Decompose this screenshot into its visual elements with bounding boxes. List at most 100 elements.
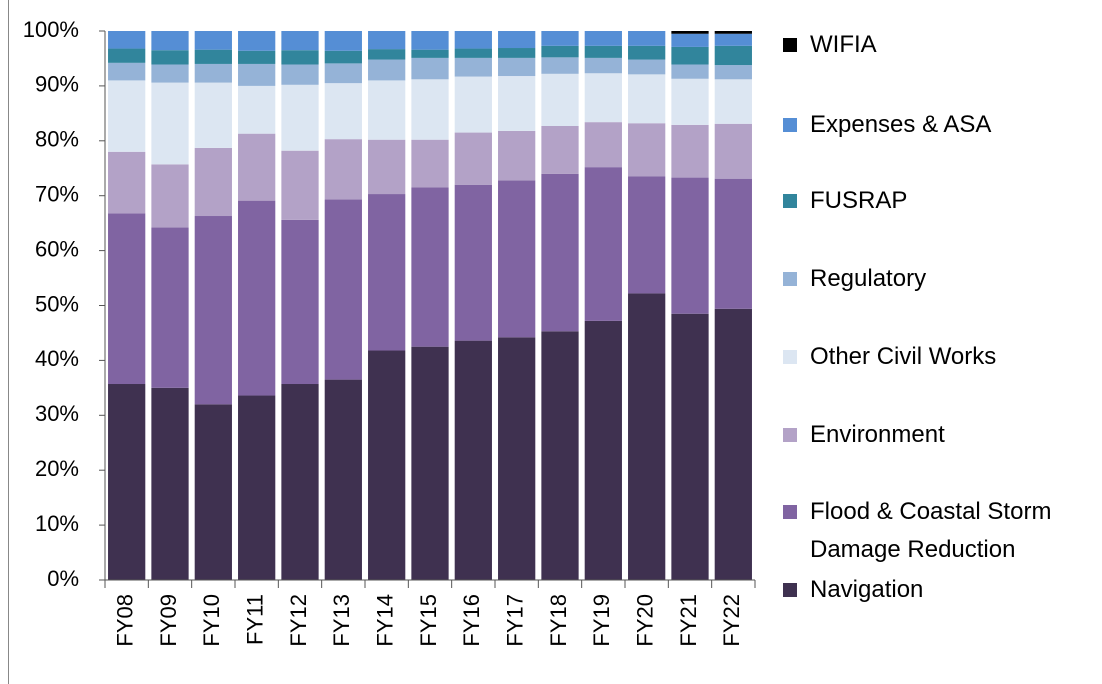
bar-segment	[194, 82, 232, 148]
bar-segment	[238, 200, 276, 396]
bar-segment	[368, 49, 406, 60]
y-tick-label: 30%	[35, 401, 79, 426]
bar-segment	[454, 184, 492, 341]
bar-segment	[238, 50, 276, 64]
x-tick-label: FY15	[416, 594, 441, 647]
bar-segment	[194, 49, 232, 64]
bar-segment	[671, 33, 709, 47]
x-tick-label: FY21	[676, 594, 701, 647]
legend-swatch	[783, 38, 797, 52]
legend-swatch	[783, 194, 797, 208]
bar-segment	[584, 31, 622, 46]
bar-segment	[324, 63, 362, 84]
legend-swatch	[783, 583, 797, 597]
x-tick-label: FY12	[286, 594, 311, 647]
bar-segment	[281, 150, 319, 220]
legend-label: WIFIA	[810, 31, 877, 58]
y-tick-label: 40%	[35, 346, 79, 371]
x-tick-label: FY20	[632, 594, 657, 647]
x-tick-label: FY17	[502, 594, 527, 647]
y-tick-label: 90%	[35, 72, 79, 97]
bar-segment	[714, 45, 752, 66]
bar-segment	[498, 76, 536, 131]
bar-segment	[541, 125, 579, 174]
bar-segment	[194, 31, 232, 50]
bar-segment	[194, 216, 232, 405]
bar-segment	[368, 194, 406, 351]
bar-segment	[411, 346, 449, 580]
x-tick-label: FY11	[242, 594, 267, 645]
y-tick-label: 80%	[35, 127, 79, 152]
bar-segment	[368, 350, 406, 580]
x-tick-label: FY14	[372, 594, 397, 647]
legend-swatch	[783, 118, 797, 132]
x-tick-label: FY18	[546, 594, 571, 647]
x-tick-label: FY16	[459, 594, 484, 647]
legend-swatch	[783, 272, 797, 286]
legend-label: Other Civil Works	[810, 343, 997, 370]
bar-segment	[454, 132, 492, 185]
bar-segment	[151, 50, 189, 65]
bar-segment	[628, 293, 666, 580]
bar-segment	[541, 45, 579, 58]
bar-segment	[584, 167, 622, 321]
bar-segment	[671, 124, 709, 178]
bar-segment	[454, 76, 492, 133]
bar-segment	[281, 84, 319, 151]
bar-segment	[108, 48, 146, 63]
bar-segment	[238, 395, 276, 580]
bar-segment	[324, 50, 362, 64]
bar-segment	[671, 177, 709, 314]
legend-swatch	[783, 428, 797, 442]
bar-segment	[584, 45, 622, 58]
bar-segment	[368, 139, 406, 195]
bar-segment	[628, 123, 666, 177]
bar-segment	[628, 74, 666, 124]
x-tick-label: FY19	[589, 594, 614, 647]
bar-segment	[411, 187, 449, 347]
bar-segment	[498, 48, 536, 58]
legend-label: FUSRAP	[810, 187, 908, 214]
x-tick-label: FY10	[199, 594, 224, 647]
bar-segment	[628, 176, 666, 294]
bar-segment	[498, 180, 536, 338]
bar-segment	[541, 31, 579, 46]
bar-segment	[671, 313, 709, 580]
bar-segment	[628, 31, 666, 46]
bar-segment	[498, 130, 536, 181]
bar-segment	[714, 178, 752, 309]
bar-segment	[714, 31, 752, 34]
bar-segment	[324, 139, 362, 200]
y-tick-label: 10%	[35, 511, 79, 536]
bar-segment	[714, 123, 752, 179]
bar-segment	[541, 331, 579, 580]
bar-segment	[238, 63, 276, 86]
x-tick-label: FY09	[156, 594, 181, 647]
bar-segment	[238, 31, 276, 51]
bar-segment	[151, 227, 189, 388]
bar-segment	[411, 49, 449, 58]
bar-segment	[454, 57, 492, 77]
bar-segment	[498, 57, 536, 77]
bar-segment	[584, 320, 622, 580]
x-tick-label: FY08	[112, 594, 137, 647]
bar-segment	[541, 57, 579, 74]
bar-segment	[108, 80, 146, 152]
bar-segment	[238, 133, 276, 201]
bar-segment	[584, 57, 622, 74]
bar-segment	[368, 80, 406, 140]
bar-segment	[324, 379, 362, 580]
bar-segment	[454, 48, 492, 58]
bar-segment	[671, 78, 709, 125]
bar-segment	[714, 308, 752, 580]
bar-segment	[584, 122, 622, 168]
bar-segment	[281, 384, 319, 580]
bar-segment	[628, 59, 666, 75]
x-tick-label: FY22	[719, 594, 744, 647]
bar-segment	[411, 57, 449, 80]
bar-segment	[671, 64, 709, 79]
bar-segment	[238, 85, 276, 134]
bar-segment	[411, 79, 449, 140]
bar-segment	[151, 82, 189, 165]
bar-segment	[628, 45, 666, 60]
